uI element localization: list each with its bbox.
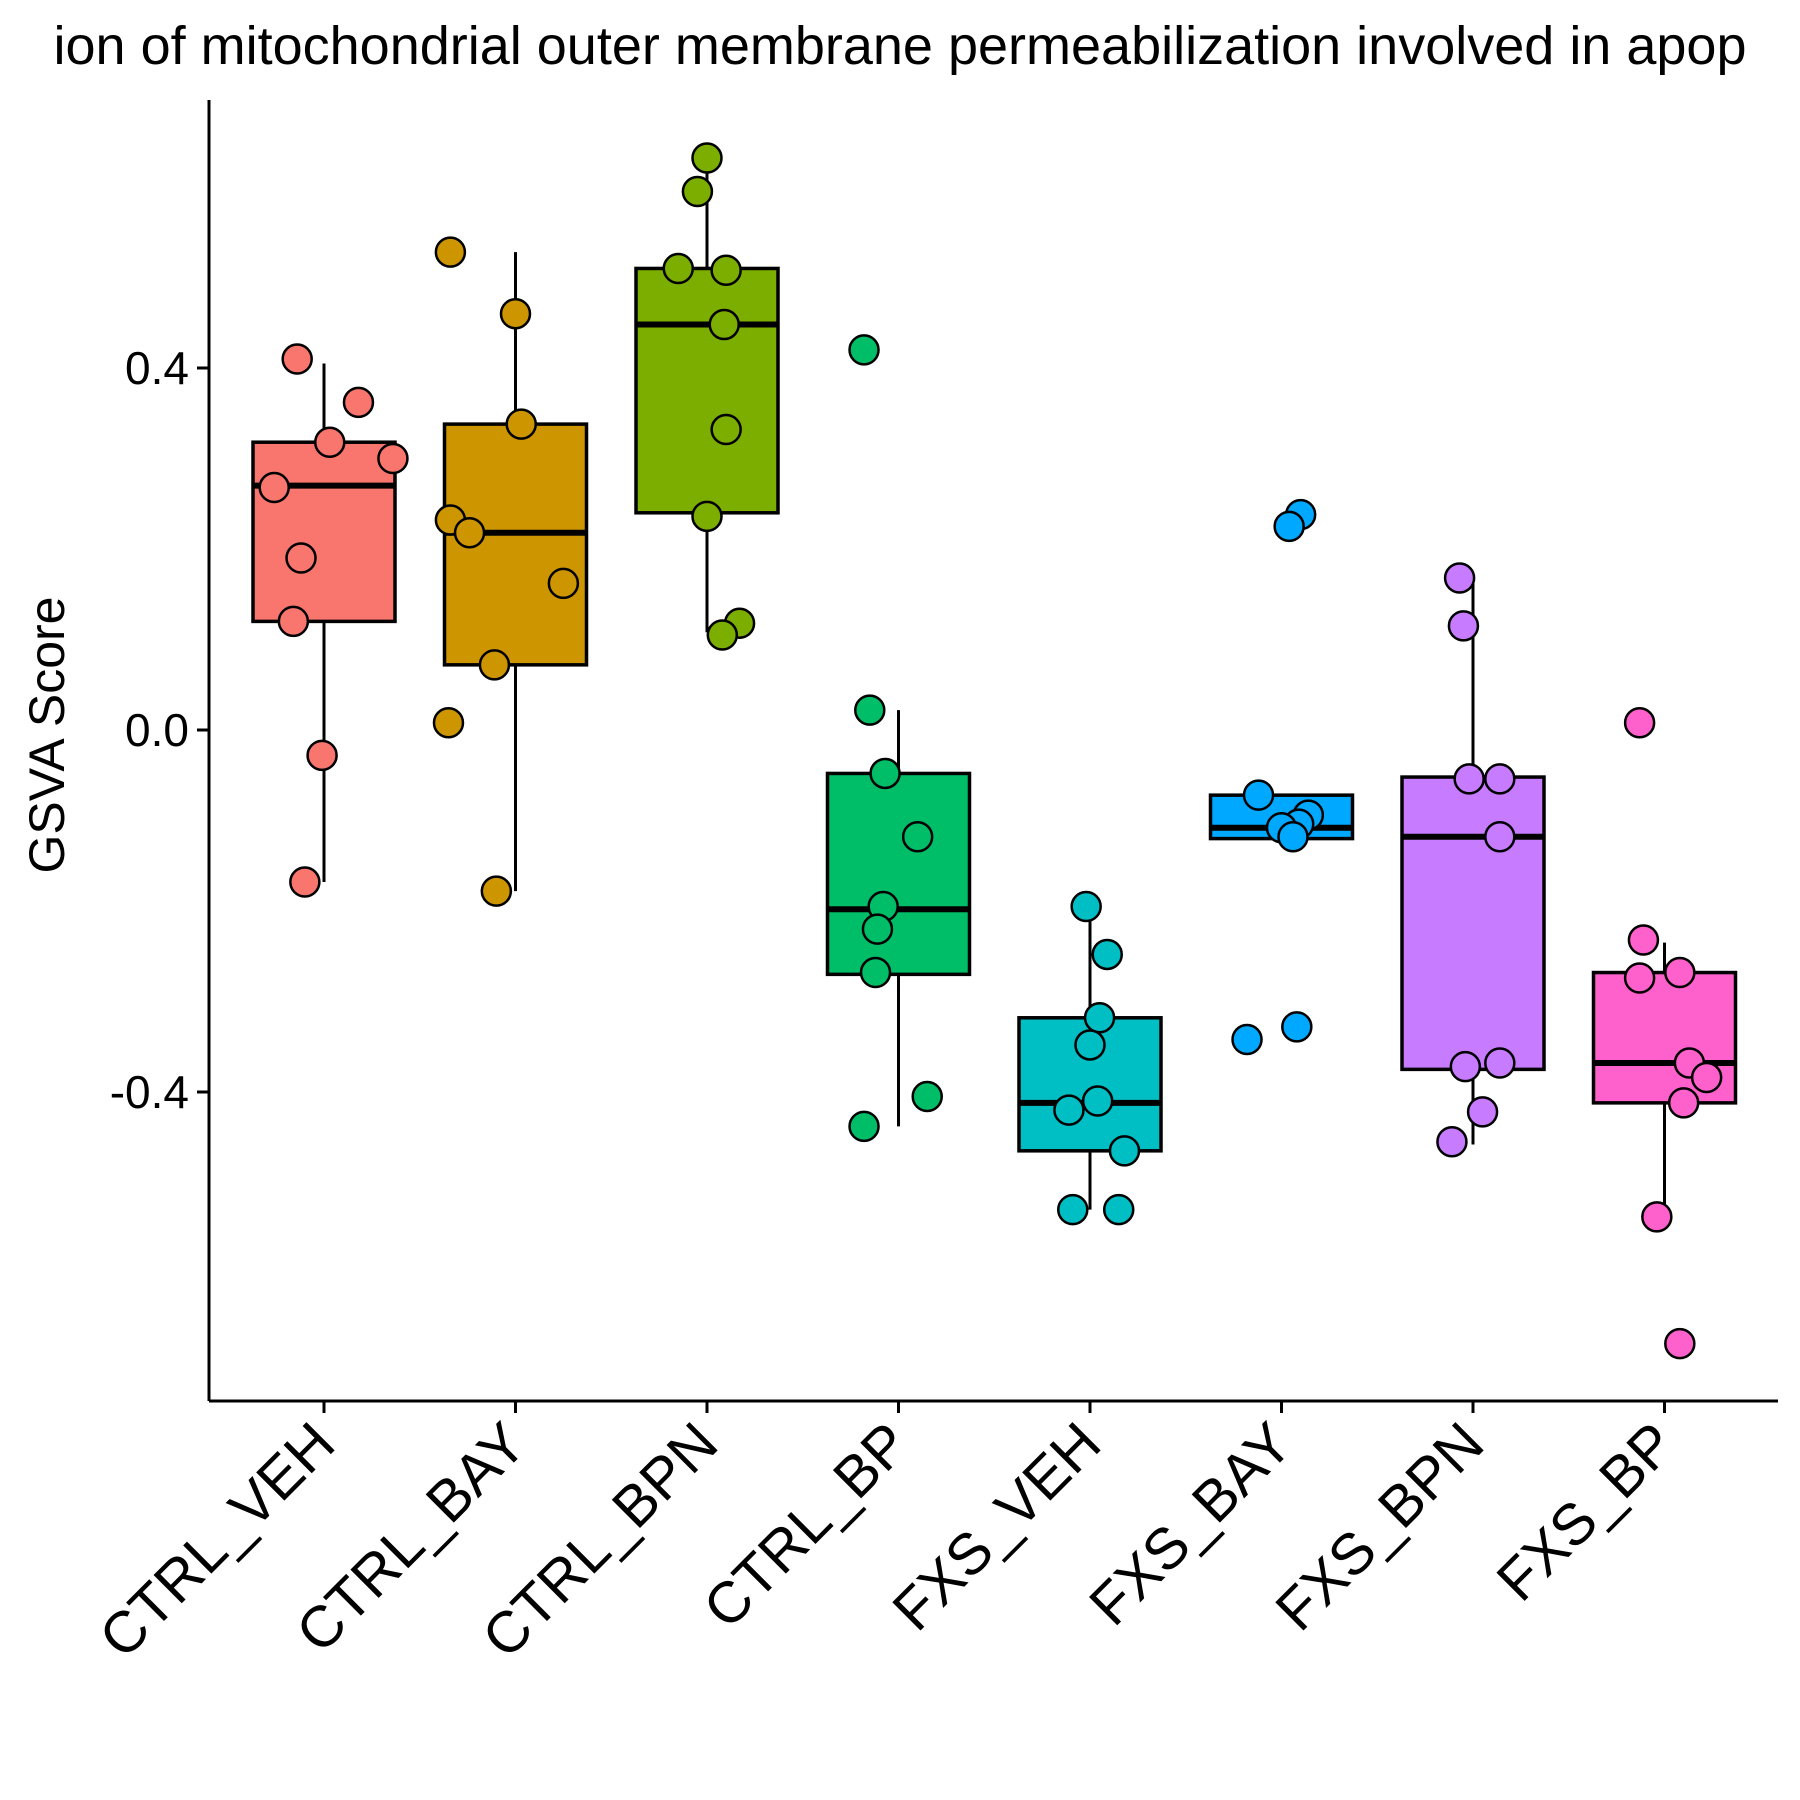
data-point [432,707,465,739]
box-group-fxs-bpn [1400,562,1546,1158]
data-point [1273,510,1305,543]
data-point [1484,763,1516,795]
data-point [706,619,739,651]
data-point [478,649,511,681]
data-point [342,386,375,419]
data-point [1074,1029,1106,1061]
data-point [313,426,346,458]
box [825,771,972,977]
data-point [1449,1050,1482,1083]
data-point [1641,1201,1673,1233]
data-point [453,516,486,549]
data-point [289,866,321,898]
box [634,266,780,515]
box-group-ctrl-bp [825,334,972,1143]
data-point [277,605,310,638]
data-point [861,913,894,945]
data-point [1447,610,1480,642]
data-point [1231,1023,1263,1056]
data-point [1070,890,1102,923]
data-point [1053,1094,1085,1126]
x-tick-label: FXS_VEH [880,1410,1113,1643]
data-point [662,252,695,285]
box [251,440,397,624]
data-point [854,694,886,726]
data-point [848,334,880,366]
y-axis-title: GSVA Score [19,597,75,874]
box-group-ctrl-bpn [634,142,780,651]
chart-title: ion of mitochondrial outer membrane perm… [54,16,1747,76]
box-group-fxs-veh [1017,890,1163,1226]
data-point [499,297,532,330]
data-point [869,757,901,790]
data-point [1242,779,1275,811]
data-point [1277,821,1309,853]
data-point [547,567,580,600]
data-point [434,236,467,268]
data-point [285,542,317,574]
y-tick-label: 0.4 [125,342,189,394]
box [1400,775,1546,1072]
data-point [1081,1085,1114,1117]
data-point [901,821,934,853]
data-point [1667,1087,1700,1119]
data-point [708,308,740,341]
data-point [1091,938,1123,971]
data-point [1281,1011,1313,1043]
data-point [1443,562,1476,594]
y-tick-label: -0.4 [110,1066,189,1118]
data-point [1108,1135,1141,1167]
data-point [1623,707,1656,739]
x-tick-label: FXS_BP [1484,1410,1687,1613]
data-point [1484,1047,1516,1079]
data-point [859,956,892,989]
data-point [1453,763,1485,795]
plot-area [251,142,1738,1360]
box-group-fxs-bay [1208,498,1355,1056]
data-point [1057,1193,1089,1226]
data-point [1436,1126,1468,1158]
box-group-ctrl-bay [432,236,589,907]
data-point [848,1110,880,1143]
data-point [505,408,537,440]
x-tick-label: FXS_BPN [1263,1410,1496,1643]
data-point [1623,962,1656,994]
box-group-ctrl-veh [251,343,409,898]
data-point [258,471,290,504]
data-point [710,254,742,287]
data-point [710,413,742,446]
data-point [681,175,714,208]
x-tick-label: CTRL_BP [691,1410,922,1641]
data-point [1664,956,1696,989]
data-point [306,739,338,772]
data-point [377,442,409,475]
box-group-fxs-bp [1591,707,1738,1360]
data-point [691,142,723,174]
data-point [691,500,723,533]
data-point [1083,1002,1116,1034]
data-point [911,1080,943,1113]
y-tick-label: 0.0 [125,704,189,756]
data-point [281,343,313,375]
data-point [1466,1096,1499,1128]
data-point [1664,1327,1696,1360]
data-point [1627,924,1660,956]
data-point [1102,1193,1135,1226]
data-point [1484,821,1516,853]
data-point [480,875,513,907]
data-point [1690,1061,1723,1094]
